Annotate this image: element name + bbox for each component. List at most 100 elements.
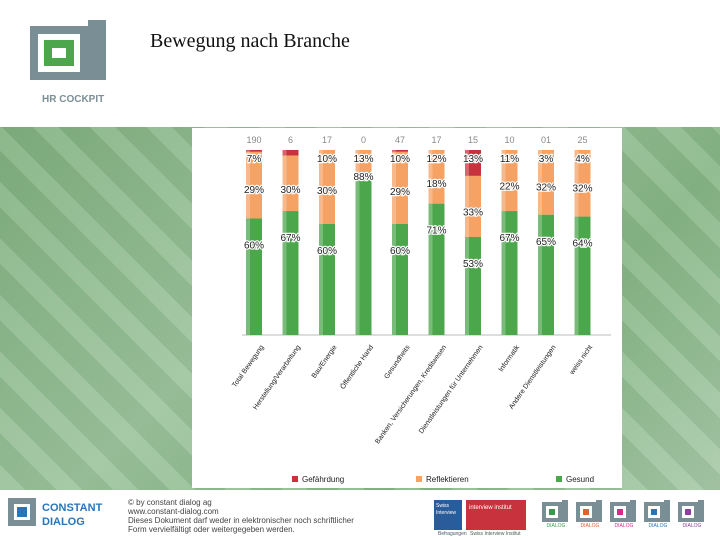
- data-label: 10%: [390, 154, 410, 165]
- footer-text: © by constant dialog ag www.constant-dia…: [128, 498, 378, 534]
- bar-highlight: [574, 150, 579, 217]
- badge-caption: DIALOG: [648, 523, 668, 529]
- category-label: Total Bewegung: [231, 344, 265, 389]
- category-label: Gesundheits: [383, 344, 412, 381]
- slide-title: Bewegung nach Branche: [150, 30, 350, 52]
- legend-label: Gesund: [566, 475, 594, 484]
- data-label: 88%: [353, 172, 373, 183]
- n-label: 47: [395, 135, 405, 145]
- category-label: weiss nicht: [568, 344, 594, 377]
- dialog-badge: DIALOG: [676, 500, 708, 532]
- bar-highlight: [355, 150, 360, 173]
- badge-icon: [542, 500, 568, 522]
- bar-segment-gesund: [282, 211, 299, 335]
- bar-segment-reflektieren: [392, 151, 408, 224]
- data-label: 3%: [539, 154, 554, 165]
- bar-highlight: [246, 151, 250, 219]
- data-label: 65%: [536, 237, 556, 248]
- partner-caption-2: Swiss Interview Institut: [470, 531, 521, 537]
- dialog-badge: DIALOG: [642, 500, 674, 532]
- n-label: 190: [246, 135, 261, 145]
- bar-segment-gesund: [538, 214, 554, 335]
- data-label: 10%: [317, 154, 337, 165]
- data-label: 33%: [463, 207, 483, 218]
- constant-dialog-logo: CONSTANT DIALOG: [8, 498, 103, 528]
- bar-segment-gesund: [501, 211, 518, 335]
- badge-icon: [576, 500, 602, 522]
- bar-segment-reflektieren: [538, 150, 554, 215]
- bar-segment-gesund: [319, 224, 335, 335]
- bar-highlight: [538, 150, 542, 215]
- bar-segment-reflektieren: [501, 150, 518, 212]
- dialog-badge: DIALOG: [574, 500, 606, 532]
- bar-segment-reflektieren: [428, 150, 445, 204]
- partner1-text: Swiss Interview: [436, 503, 457, 516]
- bar-segment-gesund: [246, 218, 262, 335]
- bar-highlight: [392, 224, 396, 335]
- data-label: 11%: [500, 154, 519, 165]
- bar-segment-reflektieren: [282, 155, 299, 212]
- badge-caption: DIALOG: [546, 523, 566, 529]
- data-label: 29%: [390, 187, 410, 198]
- dialog-badge: DIALOG: [608, 500, 640, 532]
- data-label: 29%: [244, 185, 264, 196]
- bar-segment-gesund: [392, 224, 408, 335]
- data-label: 13%: [353, 154, 373, 165]
- bar-highlight: [501, 211, 506, 335]
- bar-highlight: [465, 236, 469, 335]
- bar-segment-gesund: [465, 236, 481, 335]
- partner2-text: interview institut: [469, 505, 512, 511]
- data-label: 7%: [247, 154, 262, 165]
- data-label: 60%: [390, 246, 410, 257]
- bar-segment-gefährdung: [392, 150, 408, 152]
- n-label: 17: [431, 135, 441, 145]
- bar-highlight: [282, 150, 287, 156]
- data-label: 30%: [280, 185, 300, 196]
- badge-caption: DIALOG: [682, 523, 702, 529]
- partner-logo-1: Swiss Interview: [434, 500, 462, 530]
- data-label: 64%: [572, 239, 592, 250]
- badge-icon: [678, 500, 704, 522]
- n-label: 01: [541, 135, 551, 145]
- partner-caption-1: Befragungen: [438, 531, 467, 537]
- badge-icon: [644, 500, 670, 522]
- bar-highlight: [428, 203, 433, 335]
- bar-segment-gesund: [574, 216, 591, 335]
- n-label: 6: [288, 135, 293, 145]
- n-label: 15: [468, 135, 478, 145]
- badge-caption: DIALOG: [614, 523, 634, 529]
- legend-swatch: [556, 476, 562, 482]
- data-label: 13%: [463, 154, 483, 165]
- n-label: 0: [361, 135, 366, 145]
- bar-segment-gesund: [428, 203, 445, 335]
- category-label: Dienstleistungen für Unternehmen: [418, 344, 485, 435]
- data-label: 67%: [499, 233, 519, 244]
- category-label: Öffentliche Hand: [339, 343, 375, 390]
- bar-segment-gesund: [355, 172, 372, 335]
- footer-line[interactable]: www.constant-dialog.com: [128, 507, 219, 516]
- bar-segment-gefährdung: [282, 150, 299, 156]
- bar-highlight: [282, 211, 287, 335]
- bar-highlight: [392, 150, 396, 152]
- bar-highlight: [282, 155, 287, 212]
- bar-segment-reflektieren: [319, 150, 335, 224]
- bar-segment-reflektieren: [246, 151, 262, 219]
- footer-line: © by constant dialog ag: [128, 498, 212, 507]
- bar-highlight: [246, 218, 250, 335]
- footer-line: Dieses Dokument darf weder in elektronis…: [128, 516, 354, 525]
- category-label: Bau/Energie: [311, 344, 339, 380]
- bar-highlight: [355, 172, 360, 335]
- bar-segment-reflektieren: [574, 150, 591, 217]
- data-label: 22%: [499, 181, 519, 192]
- bar-highlight: [246, 150, 250, 152]
- legend-label: Reflektieren: [426, 475, 469, 484]
- dialog-badge: DIALOG: [540, 500, 572, 532]
- partner-logo-2: interview institut: [466, 500, 526, 530]
- brand-line2: DIALOG: [42, 516, 85, 528]
- data-label: 32%: [536, 183, 556, 194]
- bar-segment-reflektieren: [355, 150, 372, 173]
- n-label: 10: [504, 135, 514, 145]
- n-label: 25: [577, 135, 587, 145]
- bar-highlight: [465, 175, 469, 237]
